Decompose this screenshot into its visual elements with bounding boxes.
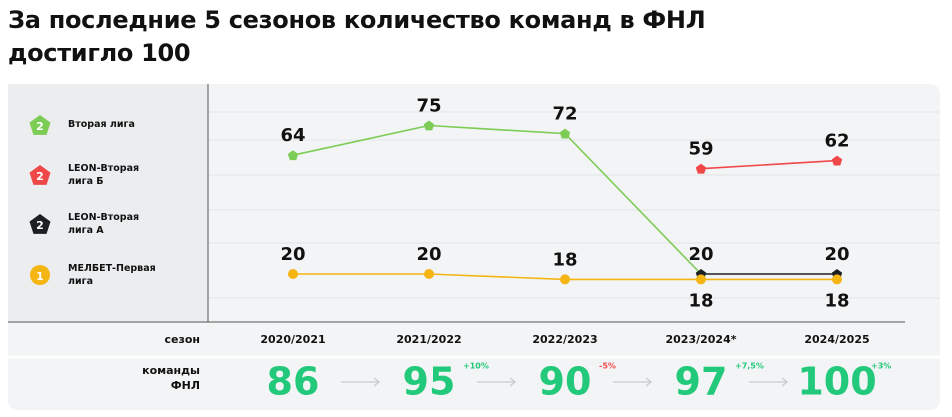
team-change: -5% bbox=[599, 362, 616, 371]
data-label: 18 bbox=[688, 290, 713, 311]
title: За последние 5 сезонов количество команд… bbox=[8, 6, 706, 67]
team-count: 100 bbox=[797, 360, 876, 404]
data-label: 18 bbox=[824, 290, 849, 311]
data-label: 62 bbox=[824, 131, 849, 152]
arrow bbox=[341, 377, 381, 387]
decor-lines bbox=[208, 111, 940, 299]
data-label: 72 bbox=[552, 104, 577, 125]
team-count: 90 bbox=[539, 360, 592, 404]
point bbox=[560, 274, 570, 285]
data-label: 20 bbox=[824, 244, 849, 265]
data-label: 20 bbox=[280, 244, 305, 265]
x-tick-label: 2022/2023 bbox=[532, 333, 597, 346]
team-change: +10% bbox=[463, 362, 489, 371]
point bbox=[695, 163, 707, 174]
series-line bbox=[292, 124, 702, 275]
legend-label: LEON-Вторая лига Б bbox=[68, 163, 140, 187]
point bbox=[832, 274, 842, 285]
series-line bbox=[700, 159, 838, 170]
point bbox=[559, 128, 571, 139]
point bbox=[831, 155, 843, 166]
team-count: 97 bbox=[675, 360, 728, 404]
point bbox=[287, 150, 299, 161]
point bbox=[288, 269, 298, 279]
legend-icon bbox=[29, 165, 51, 185]
legend-badge: 2 bbox=[36, 219, 44, 232]
legend-badge: 1 bbox=[36, 270, 44, 283]
legend-icon bbox=[29, 115, 51, 135]
arrow bbox=[613, 377, 653, 387]
arrow bbox=[477, 377, 517, 387]
x-tick-label: 2020/2021 bbox=[260, 333, 325, 346]
legend-label: МЕЛБЕТ-Первая лига bbox=[68, 263, 156, 287]
data-label: 59 bbox=[688, 139, 713, 160]
x-tick-label: 2021/2022 bbox=[396, 333, 461, 346]
data-label: 20 bbox=[416, 244, 441, 265]
row-label: команды ФНЛ bbox=[142, 364, 200, 392]
team-count: 86 bbox=[267, 360, 320, 404]
legend-icon bbox=[29, 214, 51, 234]
x-tick-label: 2024/2025 bbox=[804, 333, 869, 346]
legend-icon bbox=[30, 265, 50, 285]
legend-label: LEON-Вторая лига А bbox=[68, 212, 140, 236]
point bbox=[423, 120, 435, 131]
card bbox=[8, 84, 940, 410]
point bbox=[424, 269, 434, 279]
arrow bbox=[749, 377, 789, 387]
category-axis-label: сезон bbox=[164, 333, 200, 346]
point bbox=[696, 274, 706, 285]
team-change: +7,5% bbox=[735, 362, 764, 371]
data-label: 64 bbox=[280, 125, 305, 146]
legend-label: Вторая лига bbox=[68, 119, 135, 130]
legend-badge: 2 bbox=[36, 170, 44, 183]
x-tick-label: 2023/2024* bbox=[665, 333, 736, 346]
team-change: +3% bbox=[871, 362, 891, 371]
data-label: 20 bbox=[688, 244, 713, 265]
legend-badge: 2 bbox=[36, 120, 44, 133]
data-label: 18 bbox=[552, 249, 577, 270]
data-label: 75 bbox=[416, 96, 441, 117]
team-count: 95 bbox=[403, 360, 456, 404]
